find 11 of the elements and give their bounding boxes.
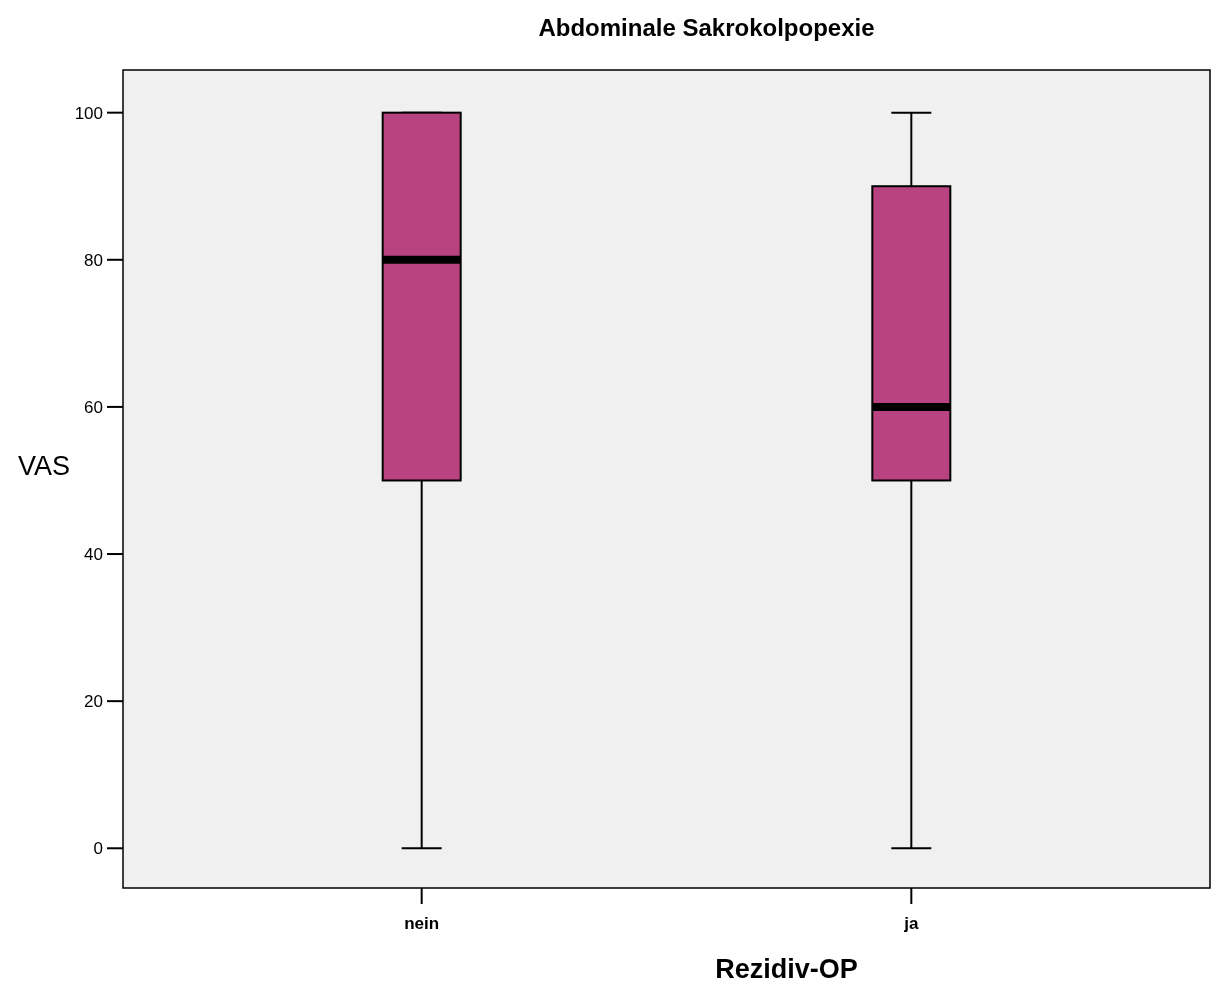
y-tick-label: 80: [84, 250, 103, 270]
y-tick-label: 40: [84, 544, 103, 564]
x-tick-label: ja: [903, 914, 919, 933]
y-axis-title: VAS: [17, 451, 71, 482]
y-tick-label: 100: [74, 103, 103, 123]
y-tick-label: 0: [93, 839, 103, 859]
y-tick-label: 60: [84, 397, 103, 417]
y-tick-label: 20: [84, 692, 103, 712]
x-tick-label: nein: [404, 914, 440, 933]
x-axis-title: Rezidiv-OP: [715, 954, 858, 983]
chart-title: Abdominale Sakrokolpopexie: [538, 14, 875, 41]
